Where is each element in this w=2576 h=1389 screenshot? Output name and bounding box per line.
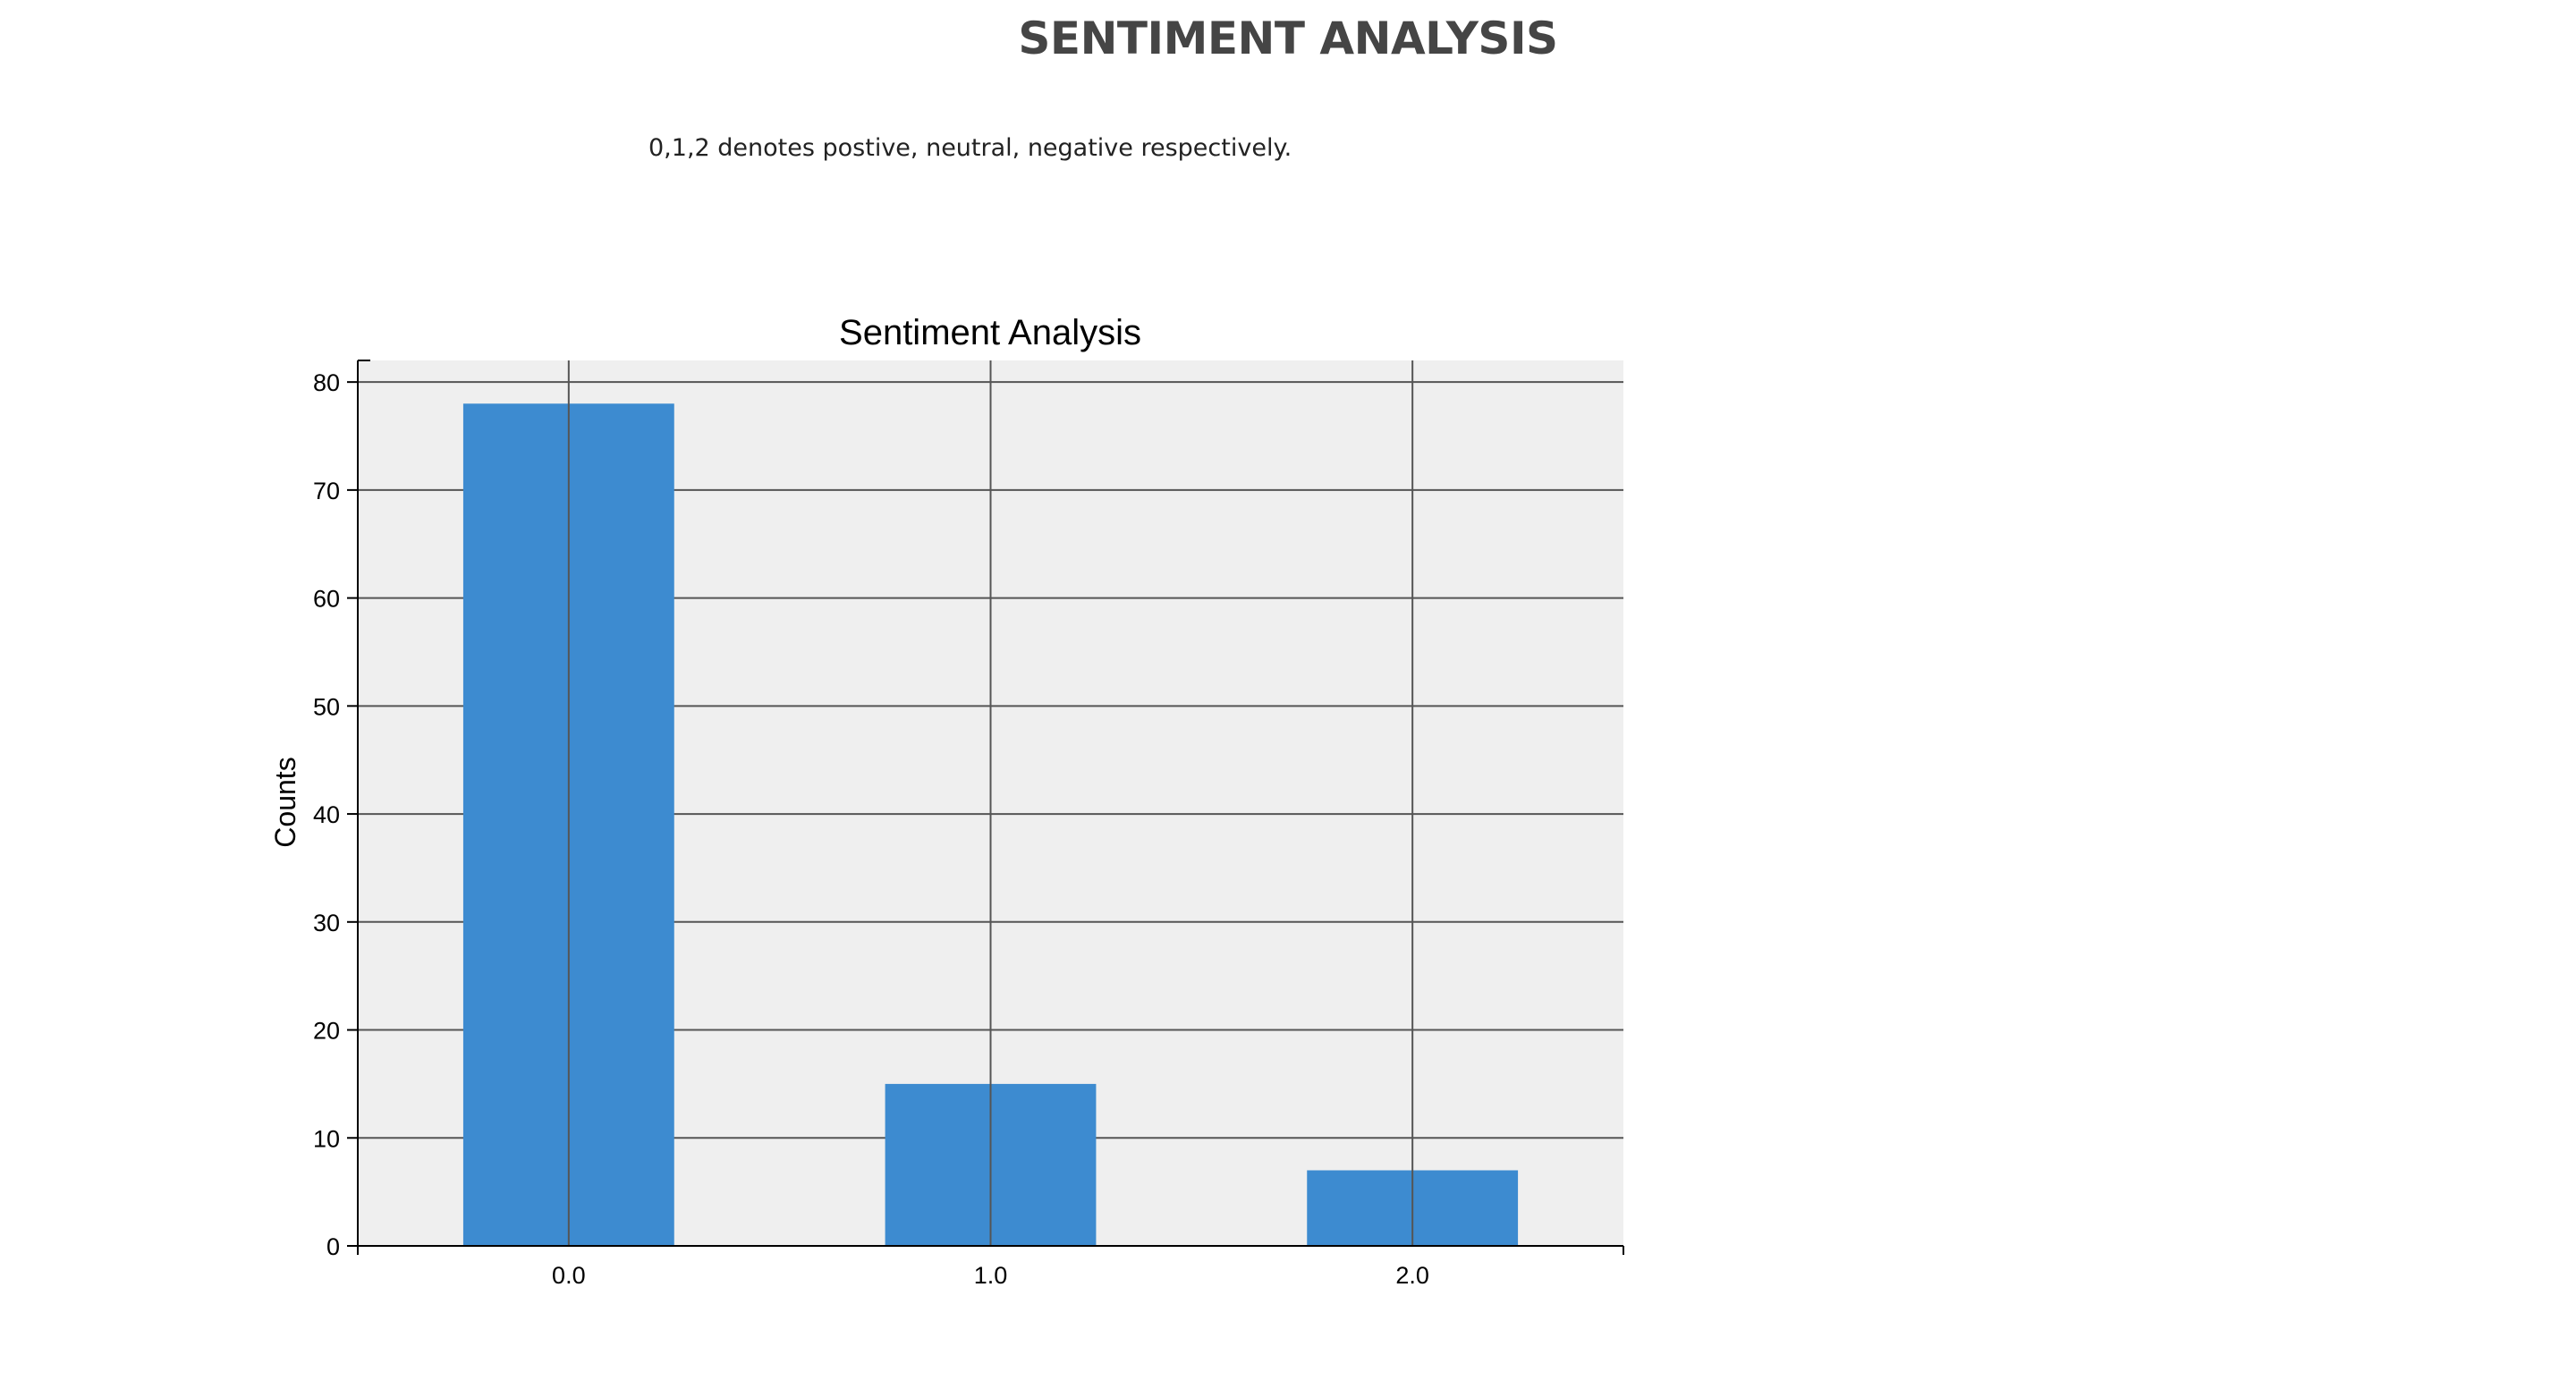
chart-title: Sentiment Analysis — [839, 313, 1141, 352]
legend-note: 0,1,2 denotes postive, neutral, negative… — [648, 134, 1292, 162]
x-tick-label: 1.0 — [974, 1262, 1008, 1289]
y-tick-label: 60 — [313, 586, 340, 613]
y-tick-label: 10 — [313, 1125, 340, 1152]
y-tick-label: 30 — [313, 910, 340, 936]
y-tick-label: 0 — [326, 1233, 340, 1260]
x-tick-label: 2.0 — [1395, 1262, 1429, 1289]
axes: 0 10 20 30 40 50 60 70 80 0.0 1.0 2.0 — [313, 360, 1624, 1289]
vertical-grid-lines — [567, 360, 1414, 1246]
y-tick-label: 40 — [313, 801, 340, 828]
y-axis-label: Counts — [269, 757, 301, 847]
y-tick-label: 20 — [313, 1018, 340, 1045]
x-tick-label: 0.0 — [552, 1262, 586, 1289]
y-tick-label: 80 — [313, 369, 340, 396]
y-tick-label: 70 — [313, 478, 340, 504]
y-tick-label: 50 — [313, 693, 340, 720]
page-title: SENTIMENT ANALYSIS — [1018, 13, 1558, 64]
